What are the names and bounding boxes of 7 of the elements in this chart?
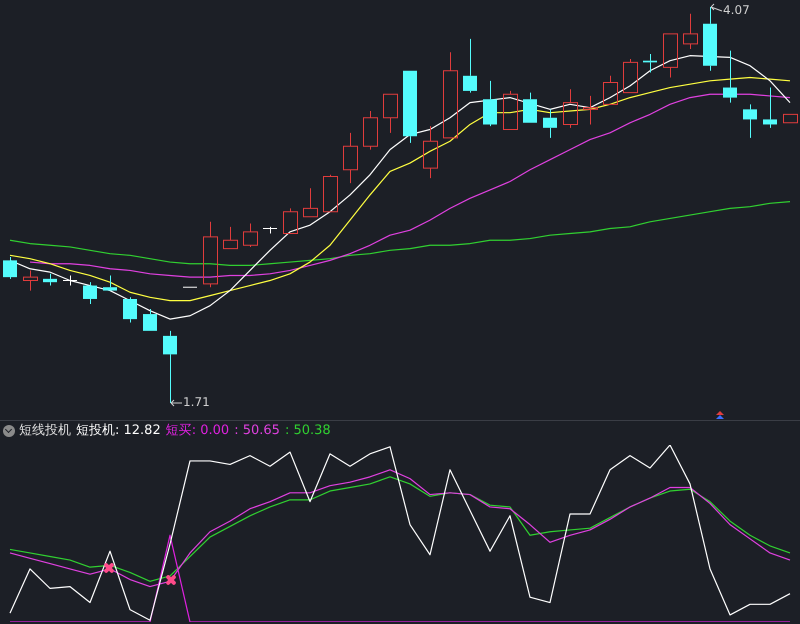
text: 短买: 0.00: [166, 422, 230, 440]
text: : 50.65: [234, 422, 280, 440]
annotation: 4.07: [723, 3, 750, 18]
text: : 50.38: [284, 422, 331, 440]
annotation: 1.71: [183, 395, 210, 410]
chart-title: 短线投机: [19, 422, 71, 440]
text: 短投机: 12.82: [76, 422, 161, 440]
